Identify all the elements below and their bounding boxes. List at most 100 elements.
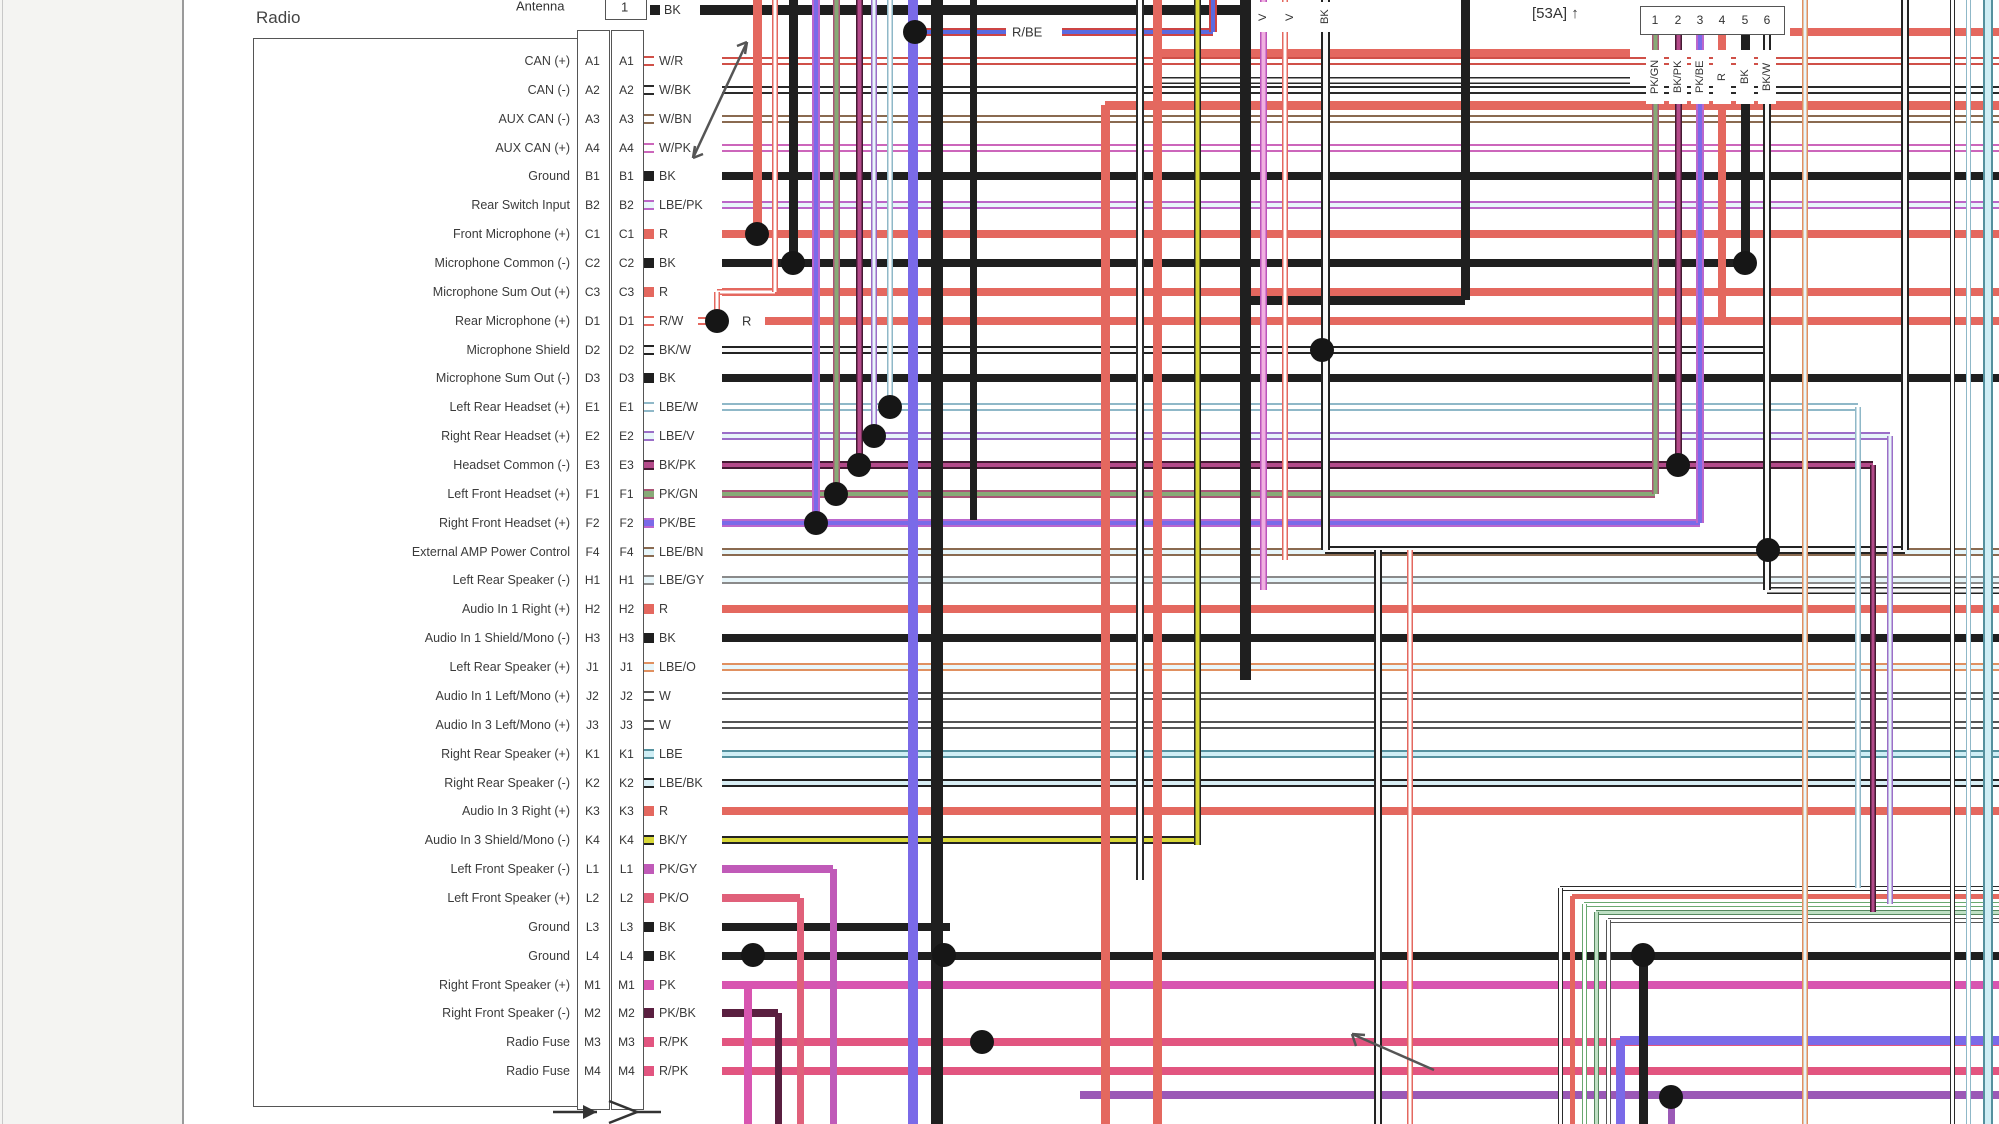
radio-row-pin-cell-1: F2 <box>585 515 600 530</box>
radio-row-pin-cell-2: E3 <box>619 458 634 473</box>
radio-row-pin-cell-2: L4 <box>619 948 634 963</box>
radio-row-wire-code: W/R <box>659 54 684 68</box>
radio-row-wire-K1 <box>722 749 1999 758</box>
radio-module-title: Radio <box>256 8 301 27</box>
radio-row-pin-cell-2: F1 <box>619 486 634 501</box>
radio-row-pin-cell-2: F2 <box>619 515 634 530</box>
radio-row-pin-cell-2: L3 <box>619 919 634 934</box>
radio-row-wire-swatch <box>644 286 654 297</box>
radio-row-pin-cell-1: L3 <box>585 919 600 934</box>
radio-row-signal-label: Audio In 1 Shield/Mono (-) <box>424 631 570 646</box>
wire-vertical-BK/Y <box>1193 0 1201 845</box>
radio-row-wire-code: W/BK <box>659 82 691 97</box>
radio-row-wire-swatch <box>644 517 654 528</box>
junction-dot <box>903 20 927 44</box>
radio-row-wire-F1 <box>722 489 1655 498</box>
radio-row-wire-code: BK <box>659 169 676 184</box>
wire-vertical-BK/W <box>1320 0 1330 550</box>
radio-row-signal-label: Rear Switch Input <box>471 198 570 213</box>
radio-row-wire-code: LBE/GY <box>659 573 705 588</box>
wire-vertical-R <box>1100 105 1110 1124</box>
wire-horizontal-R <box>765 317 1999 325</box>
radio-row-pin-cell-1: A4 <box>585 140 600 155</box>
connector-53a-pin-1: 1 <box>1651 13 1659 27</box>
wire-vertical-BK <box>1638 955 1648 1124</box>
wire-vertical-PK/O <box>796 898 804 1124</box>
radio-row-pin-cell-1: J3 <box>586 717 599 732</box>
junction-dot <box>781 251 805 275</box>
wire-vertical-R/W <box>1407 550 1413 1124</box>
wire-vertical-W <box>1605 920 1611 1124</box>
junction-dot <box>862 424 886 448</box>
radio-row-wire-M4 <box>722 1067 1999 1076</box>
wire-vertical-W/BK <box>1557 888 1563 1124</box>
radio-row-wire-swatch <box>644 460 654 471</box>
radio-row-wire-J1 <box>722 663 1999 672</box>
radio-row-wire-swatch <box>644 777 654 788</box>
radio-row-pin-cell-2: M3 <box>618 1035 635 1050</box>
wire-vertical-LBE/W <box>1855 407 1861 888</box>
radio-row-wire-E3 <box>722 461 1873 470</box>
radio-row-wire-code: BK <box>659 371 676 386</box>
radio-row-wire-code: LBE/BK <box>659 775 703 790</box>
radio-row-wire-swatch <box>644 84 654 95</box>
wire-vertical-LBE <box>1983 0 1993 1124</box>
radio-row-wire-A1 <box>722 57 1999 65</box>
radio-row-wire-code: R <box>659 284 669 299</box>
radio-row-signal-label: Audio In 1 Right (+) <box>461 602 570 617</box>
radio-row-wire-code: BK <box>659 631 676 646</box>
radio-row-wire-code: BK <box>659 919 676 934</box>
up-arrow-icon: ↑ <box>1571 5 1579 22</box>
wire-vertical-LBE/W <box>887 0 893 407</box>
radio-row-wire-swatch <box>644 604 654 615</box>
junction-dot <box>1310 338 1334 362</box>
radio-row-wire-swatch <box>644 690 654 701</box>
radio-row-wire-code: W <box>659 688 671 703</box>
antenna-pin-box <box>605 0 647 20</box>
radio-row-wire-code: BK/PK <box>659 458 696 473</box>
wire-horizontal-R/BE <box>920 28 1213 36</box>
wire-horizontal-W/BK <box>1162 76 1630 84</box>
wire-horizontal-R/W <box>717 289 775 295</box>
wire-vertical-PK/GN <box>832 0 840 494</box>
wire-vertical-BK/W <box>1374 550 1382 1124</box>
wire-inline-label: R <box>742 313 752 329</box>
radio-row-wire-swatch <box>644 864 654 875</box>
radio-row-pin-cell-2: K1 <box>619 746 634 761</box>
radio-row-signal-label: External AMP Power Control <box>411 544 570 559</box>
radio-row-pin-cell-1: E1 <box>585 400 600 415</box>
junction-dot <box>970 1030 994 1054</box>
radio-row-signal-label: Right Front Speaker (-) <box>442 1006 570 1021</box>
radio-row-wire-C2 <box>722 259 1745 268</box>
radio-row-pin-cell-2: H2 <box>618 602 635 617</box>
radio-row-wire-code: BK <box>659 256 676 271</box>
wire-vertical-BK/PK <box>1674 33 1682 465</box>
junction-dot <box>705 309 729 333</box>
junction-dot <box>1756 538 1780 562</box>
rotated-wire-label: BK <box>1317 2 1333 32</box>
radio-row-signal-label: Audio In 3 Shield/Mono (-) <box>424 833 570 848</box>
radio-row-pin-cell-2: C1 <box>618 227 635 242</box>
radio-row-wire-swatch <box>644 662 654 673</box>
radio-row-wire-code: LBE <box>659 746 683 761</box>
radio-row-wire-code: PK/GY <box>659 862 698 877</box>
radio-row-pin-cell-1: H2 <box>584 602 601 617</box>
wire-vertical-R/BE <box>1209 0 1217 32</box>
radio-row-wire-code: W <box>659 717 671 732</box>
wire-vertical-R/W <box>772 0 778 292</box>
radio-row-pin-cell-1: L2 <box>585 890 600 905</box>
radio-row-signal-label: AUX CAN (+) <box>495 140 570 155</box>
wire-vertical-LBE/O <box>1802 0 1808 1124</box>
wire-horizontal-R <box>1790 28 1999 36</box>
radio-row-signal-label: Audio In 3 Left/Mono (+) <box>435 717 570 732</box>
wire-vertical-BK <box>1740 33 1750 263</box>
radio-row-wire-C1 <box>722 230 1999 239</box>
radio-pin-column-2 <box>611 30 644 1110</box>
radio-row-pin-cell-1: D3 <box>584 371 601 386</box>
radio-row-signal-label: Ground <box>528 919 570 934</box>
radio-row-wire-code: BK/W <box>659 342 691 357</box>
radio-row-signal-label: Audio In 3 Right (+) <box>461 804 570 819</box>
radio-row-wire-M1 <box>722 980 1999 989</box>
radio-row-wire-J3 <box>722 720 1999 729</box>
radio-row-wire-code: R/W <box>659 313 684 328</box>
